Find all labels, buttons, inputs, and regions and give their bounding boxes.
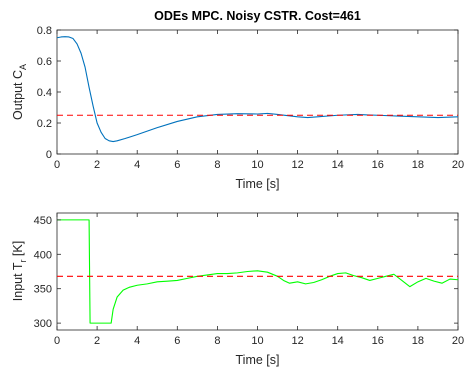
x-tick-label: 12 xyxy=(291,159,303,171)
x-tick-label: 14 xyxy=(332,335,344,347)
x-tick-label: 14 xyxy=(332,159,344,171)
y-tick-label: 0.2 xyxy=(37,118,52,130)
y-tick-label: 350 xyxy=(34,284,52,296)
y-axis-label: Input Tr [K] xyxy=(11,241,28,301)
y-tick-label: 0.6 xyxy=(37,56,52,68)
x-axis-label: Time [s] xyxy=(236,177,280,191)
x-tick-label: 16 xyxy=(372,159,384,171)
y-axis-label-unit: [K] xyxy=(11,241,25,260)
output-chart: ODEs MPC. Noisy CSTR. Cost=461 0 2 4 6 8 10 12… xyxy=(11,9,464,191)
y-tick-label: 400 xyxy=(34,249,52,261)
x-tick-label: 16 xyxy=(372,335,384,347)
y-tick-label: 450 xyxy=(34,215,52,227)
y-axis-label-main: Input T xyxy=(11,262,25,301)
x-axis-label: Time [s] xyxy=(236,353,280,367)
plot-area xyxy=(56,212,459,331)
x-tick-label: 8 xyxy=(214,335,220,347)
x-tick-label: 20 xyxy=(452,159,464,171)
x-tick-label: 0 xyxy=(54,159,60,171)
y-axis-label-subscript: A xyxy=(18,64,28,70)
y-tick-label: 0.8 xyxy=(37,25,52,37)
plot-area xyxy=(56,29,459,155)
series-layer xyxy=(56,36,459,143)
x-tick-label: 10 xyxy=(251,335,263,347)
x-tick-label: 12 xyxy=(291,335,303,347)
x-tick-label: 6 xyxy=(174,335,180,347)
x-tick-label: 8 xyxy=(214,159,220,171)
chart-title: ODEs MPC. Noisy CSTR. Cost=461 xyxy=(154,9,361,23)
series-line xyxy=(56,36,459,143)
y-axis-ticks: 0 0.2 0.4 0.6 0.8 xyxy=(37,25,458,161)
y-tick-label: 300 xyxy=(34,318,52,330)
y-tick-label: 0.4 xyxy=(37,87,52,99)
y-axis-label-main: Output C xyxy=(11,70,25,120)
series-line xyxy=(57,219,459,324)
x-tick-label: 18 xyxy=(412,159,424,171)
y-axis-label: Output CA xyxy=(11,64,28,120)
x-tick-label: 4 xyxy=(134,335,140,347)
series-layer xyxy=(57,219,459,324)
y-axis-ticks: 300 350 400 450 xyxy=(34,215,458,330)
x-tick-label: 20 xyxy=(452,335,464,347)
x-tick-label: 18 xyxy=(412,335,424,347)
x-tick-label: 2 xyxy=(94,159,100,171)
x-tick-label: 6 xyxy=(174,159,180,171)
x-axis-ticks: 0 2 4 6 8 10 12 14 16 18 20 xyxy=(54,30,464,171)
x-tick-label: 0 xyxy=(54,335,60,347)
x-axis-ticks: 0 2 4 6 8 10 12 14 16 18 20 xyxy=(54,213,464,347)
y-axis-label-subscript: r xyxy=(18,260,28,263)
x-tick-label: 2 xyxy=(94,335,100,347)
x-tick-label: 10 xyxy=(251,159,263,171)
y-tick-label: 0 xyxy=(46,149,52,161)
x-tick-label: 4 xyxy=(134,159,140,171)
